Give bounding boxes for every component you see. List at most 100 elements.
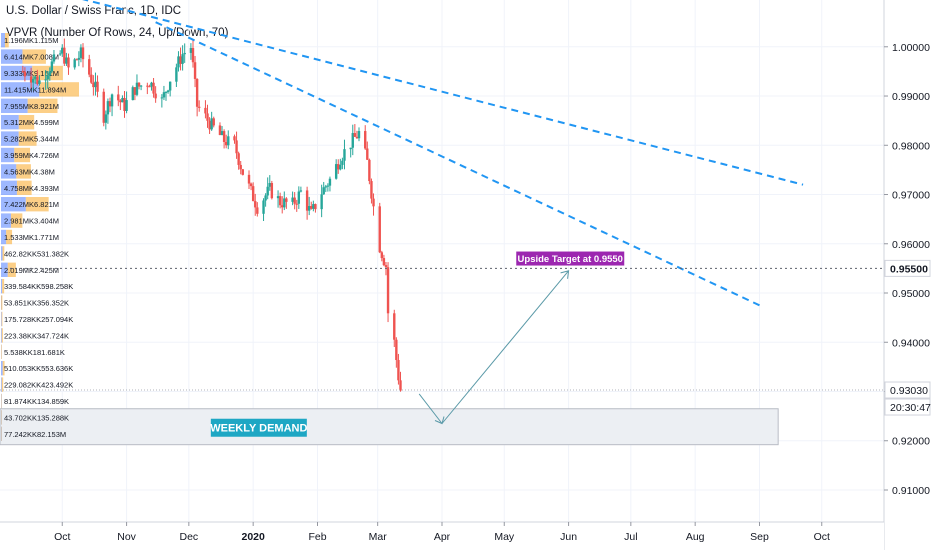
price-tick-label: 1.00000: [892, 42, 930, 54]
volume-profile-up-bar: [1, 147, 15, 163]
volume-profile-label: 7.955MK8.921M: [4, 102, 59, 111]
volume-profile-down-bar: [18, 115, 35, 130]
volume-profile-label: 5.282MK5.344M: [4, 135, 59, 144]
candle-body: [366, 148, 369, 160]
candle-body: [237, 153, 240, 165]
candle-body: [79, 47, 83, 58]
time-tick-label: 2020: [241, 531, 265, 543]
candle-body: [395, 339, 398, 361]
time-tick-label: Jun: [560, 531, 577, 543]
demand-zone: WEEKLY DEMAND: [0, 408, 779, 446]
time-tick-label: Feb: [308, 531, 326, 543]
candle-body: [368, 159, 371, 182]
volume-profile-up-bar: [1, 180, 17, 195]
candle-body: [61, 47, 64, 54]
candle-body: [123, 97, 126, 111]
time-tick-label: Jul: [624, 531, 637, 543]
countdown-badge-bg: [884, 398, 931, 416]
candle-body: [326, 185, 330, 187]
volume-profile-label: 510.053KK553.636K: [4, 364, 73, 373]
candle-body: [133, 87, 137, 95]
candle-body: [220, 131, 224, 136]
volume-profile-up-bar: [1, 393, 2, 409]
candle-body: [67, 57, 70, 68]
candle-body: [65, 57, 68, 64]
level-price-badge-bg: [884, 259, 931, 277]
candle-body: [32, 78, 35, 83]
candle-body: [349, 147, 352, 150]
volume-profile-down-bar: [7, 262, 16, 277]
last-price-badge-bg: [884, 381, 931, 399]
price-tick-label: 0.97000: [892, 190, 930, 202]
candle-body: [52, 54, 56, 62]
candle-body: [21, 71, 25, 73]
candle-body: [48, 71, 52, 76]
candle-body: [307, 206, 311, 211]
volume-profile-up-bar: [1, 49, 23, 64]
candle-body: [63, 47, 66, 64]
candle-body: [256, 207, 259, 214]
candle-body: [162, 92, 166, 98]
candle-body: [372, 198, 375, 207]
candle-body: [73, 59, 76, 68]
candle-body: [175, 67, 178, 82]
candle-body: [233, 136, 236, 141]
candle-body: [355, 136, 359, 139]
upside-target-label: Upside Target at 0.9550: [518, 254, 623, 265]
volume-profile-down-bar: [16, 180, 32, 195]
candle-body: [262, 200, 265, 214]
candle-body: [181, 54, 184, 64]
candle-body: [168, 81, 172, 91]
candle-body: [328, 178, 332, 186]
candle-body: [110, 94, 114, 107]
candle-body: [341, 160, 344, 165]
candle-body: [166, 90, 170, 92]
candle-body: [322, 187, 325, 195]
price-tick-label: 0.98000: [892, 140, 930, 152]
countdown-badge: 20:30:47: [890, 402, 931, 414]
candle-body: [299, 190, 303, 192]
candle-body: [152, 82, 155, 94]
volume-profile-down-bar: [16, 164, 31, 179]
volume-profile-up-bar: [1, 279, 3, 294]
volume-profile-down-bar: [2, 246, 5, 261]
candle-body: [293, 197, 296, 204]
volume-profile-down-bar: [39, 82, 79, 97]
candle-body: [251, 186, 255, 202]
candle-body: [339, 164, 342, 170]
candle-body: [384, 265, 388, 268]
candle-body: [239, 164, 242, 170]
level-price-badge: 0.95500: [890, 263, 928, 275]
candle-body: [36, 76, 39, 84]
candle-body: [222, 131, 226, 142]
candle-body: [189, 48, 193, 53]
candle-body: [357, 131, 361, 139]
candle-body: [399, 380, 402, 391]
volume-profile-up-bar: [1, 229, 7, 245]
candle-body: [212, 118, 215, 126]
candle-body: [77, 57, 81, 60]
volume-profile-down-bar: [1, 311, 3, 327]
volume-profile-down-bar: [18, 131, 37, 146]
candle-body: [393, 313, 396, 340]
candle-body: [75, 59, 78, 61]
projection-arrowhead: [560, 270, 570, 279]
candle-body: [148, 86, 151, 88]
candle-body: [324, 186, 327, 188]
volume-profile-label: 43.702KK135.288K: [4, 413, 69, 422]
candle-body: [177, 56, 180, 68]
time-tick-label: Mar: [369, 531, 388, 543]
candle-body: [81, 47, 85, 60]
candle-body: [291, 197, 294, 202]
candle-body: [160, 97, 164, 99]
volume-profile-down-bar: [5, 33, 9, 48]
drawings: [0, 0, 884, 425]
candle-body: [380, 252, 384, 259]
volume-profile-down-bar: [1, 426, 2, 441]
volume-profile-down-bar: [25, 197, 49, 212]
candle-body: [46, 75, 49, 80]
volume-profile-label: 462.82KK531.382K: [4, 249, 69, 258]
time-tick-label: Aug: [686, 531, 705, 543]
volume-profile-label: 4.563MK4.38M: [4, 167, 55, 176]
